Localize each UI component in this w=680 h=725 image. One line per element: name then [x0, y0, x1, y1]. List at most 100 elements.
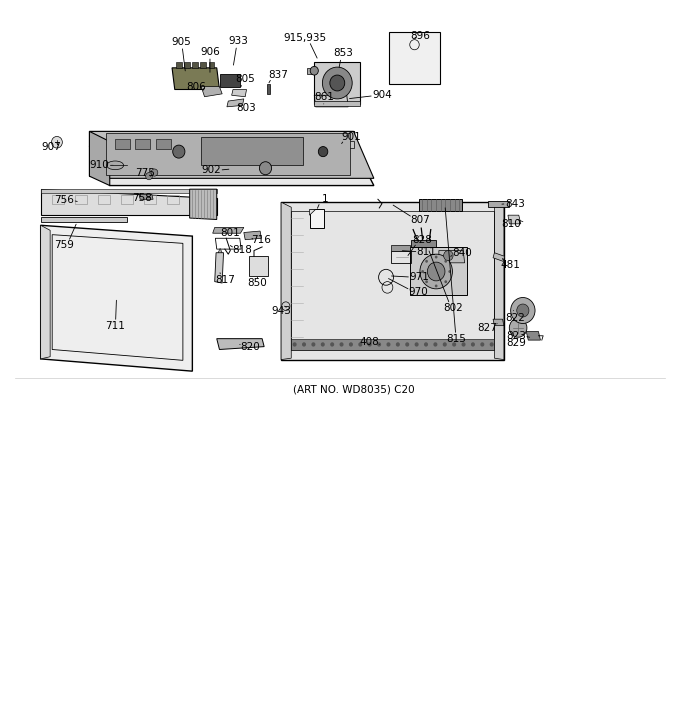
- Text: 943: 943: [271, 305, 291, 315]
- Polygon shape: [115, 138, 130, 149]
- Polygon shape: [90, 131, 374, 178]
- Text: (ART NO. WD8035) C20: (ART NO. WD8035) C20: [292, 385, 414, 395]
- Polygon shape: [201, 86, 222, 96]
- Polygon shape: [90, 146, 374, 186]
- Polygon shape: [314, 101, 360, 106]
- Polygon shape: [232, 89, 247, 96]
- Text: 902: 902: [201, 165, 221, 175]
- Circle shape: [322, 67, 352, 99]
- Circle shape: [330, 342, 334, 347]
- Polygon shape: [267, 83, 269, 94]
- Text: 801: 801: [220, 228, 240, 238]
- Circle shape: [462, 342, 466, 347]
- Polygon shape: [184, 62, 190, 68]
- Circle shape: [452, 342, 456, 347]
- Circle shape: [339, 342, 343, 347]
- Text: 853: 853: [333, 49, 354, 59]
- Circle shape: [425, 281, 428, 283]
- Text: 843: 843: [505, 199, 525, 209]
- Polygon shape: [90, 131, 109, 186]
- Polygon shape: [220, 74, 240, 86]
- Polygon shape: [41, 225, 192, 371]
- Text: 711: 711: [105, 321, 125, 331]
- Polygon shape: [309, 210, 316, 215]
- Circle shape: [424, 342, 428, 347]
- Text: 915,935: 915,935: [284, 33, 326, 43]
- Polygon shape: [493, 319, 504, 326]
- Circle shape: [52, 136, 63, 148]
- Circle shape: [259, 162, 271, 175]
- Polygon shape: [106, 133, 350, 175]
- Polygon shape: [410, 247, 467, 294]
- Polygon shape: [420, 199, 462, 211]
- Circle shape: [433, 342, 437, 347]
- Text: 850: 850: [248, 278, 267, 288]
- Polygon shape: [192, 62, 198, 68]
- Text: 896: 896: [410, 31, 430, 41]
- Polygon shape: [41, 225, 50, 359]
- Polygon shape: [411, 240, 436, 253]
- Polygon shape: [135, 138, 150, 149]
- Text: 827: 827: [477, 323, 498, 333]
- Text: 803: 803: [237, 103, 256, 113]
- Polygon shape: [526, 331, 541, 340]
- Circle shape: [358, 342, 362, 347]
- Circle shape: [282, 302, 290, 310]
- Text: 933: 933: [228, 36, 248, 46]
- Polygon shape: [190, 189, 217, 220]
- Text: 758: 758: [132, 193, 152, 203]
- Polygon shape: [493, 253, 505, 262]
- Circle shape: [427, 262, 445, 281]
- Circle shape: [445, 260, 447, 262]
- Polygon shape: [488, 201, 509, 207]
- Polygon shape: [139, 194, 153, 199]
- Circle shape: [435, 284, 437, 287]
- Circle shape: [422, 270, 424, 273]
- Polygon shape: [494, 202, 504, 360]
- Polygon shape: [389, 32, 440, 83]
- Polygon shape: [176, 62, 182, 68]
- Circle shape: [448, 270, 451, 273]
- Circle shape: [292, 342, 296, 347]
- Text: 823: 823: [506, 331, 526, 341]
- Circle shape: [151, 169, 158, 176]
- Text: 802: 802: [443, 303, 463, 313]
- Polygon shape: [309, 210, 324, 228]
- Text: 805: 805: [235, 74, 255, 83]
- Text: 828: 828: [413, 235, 432, 245]
- Circle shape: [318, 146, 328, 157]
- Circle shape: [509, 318, 527, 337]
- Polygon shape: [201, 137, 303, 165]
- Circle shape: [405, 342, 409, 347]
- Circle shape: [368, 342, 372, 347]
- Polygon shape: [109, 141, 354, 148]
- Text: 759: 759: [54, 241, 74, 251]
- Polygon shape: [217, 339, 264, 349]
- Circle shape: [386, 342, 390, 347]
- Polygon shape: [90, 131, 354, 176]
- Text: 756: 756: [54, 195, 74, 205]
- Circle shape: [471, 342, 475, 347]
- Polygon shape: [392, 245, 410, 252]
- Polygon shape: [156, 138, 171, 149]
- Polygon shape: [41, 189, 217, 193]
- Text: 811: 811: [417, 247, 437, 257]
- Text: 820: 820: [241, 341, 260, 352]
- Circle shape: [146, 173, 152, 180]
- Text: 481: 481: [500, 260, 521, 270]
- Text: 822: 822: [505, 312, 525, 323]
- Text: 901: 901: [341, 132, 360, 142]
- Circle shape: [349, 342, 353, 347]
- Text: 904: 904: [372, 91, 392, 100]
- Text: 837: 837: [268, 70, 288, 80]
- Text: 716: 716: [251, 235, 271, 245]
- Polygon shape: [172, 68, 220, 89]
- Circle shape: [415, 342, 419, 347]
- Polygon shape: [281, 202, 291, 360]
- Circle shape: [302, 342, 306, 347]
- Polygon shape: [249, 257, 267, 276]
- Text: 861: 861: [313, 92, 334, 102]
- Circle shape: [445, 281, 447, 283]
- Text: 817: 817: [215, 276, 235, 285]
- Polygon shape: [307, 68, 321, 74]
